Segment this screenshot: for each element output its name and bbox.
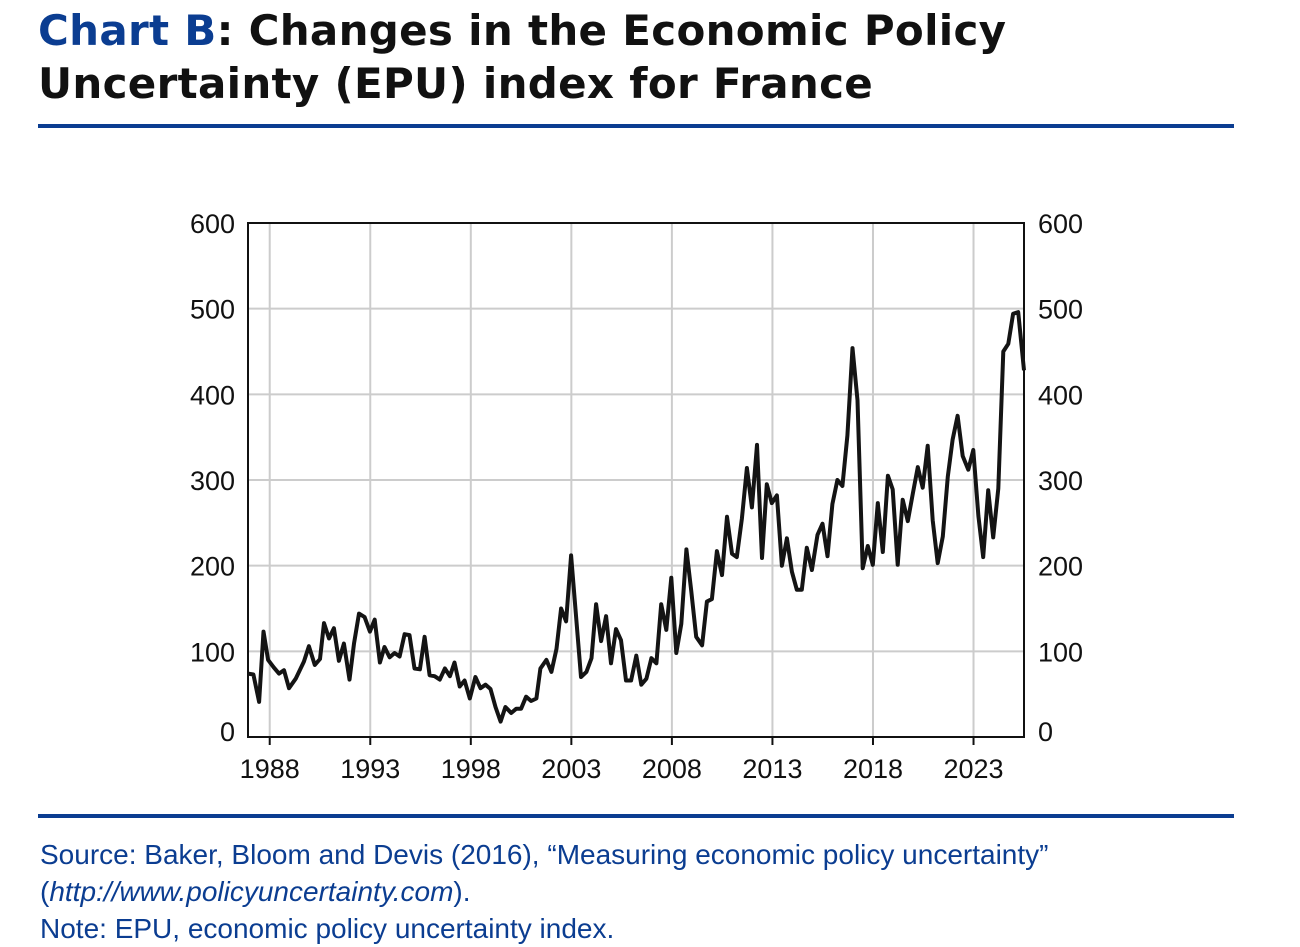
x-tick-label: 1993 — [340, 754, 400, 784]
y-tick-label-right: 200 — [1038, 552, 1083, 582]
paren-close: ). — [453, 876, 471, 907]
y-tick-label-right: 600 — [1038, 209, 1083, 239]
x-tick-label: 2013 — [742, 754, 802, 784]
y-tick-label-left: 500 — [190, 295, 235, 325]
y-tick-label-right: 500 — [1038, 295, 1083, 325]
note-line: Note: EPU, economic policy uncertainty i… — [40, 913, 615, 944]
y-tick-label-left: 400 — [190, 380, 235, 410]
source-line-1: Source: Baker, Bloom and Devis (2016), “… — [40, 839, 1049, 870]
y-tick-label-right: 100 — [1038, 637, 1083, 667]
chart-title: Chart B: Changes in the Economic Policy … — [38, 4, 1006, 110]
source-url[interactable]: http://www.policyuncertainty.com — [49, 876, 454, 907]
x-tick-label: 1988 — [240, 754, 300, 784]
top-divider — [38, 124, 1234, 128]
chart-title-text: : Changes in the Economic Policy — [216, 6, 1007, 55]
y-tick-label-left: 200 — [190, 552, 235, 582]
y-tick-label-right: 0 — [1038, 717, 1053, 747]
y-tick-label-left: 300 — [190, 466, 235, 496]
x-tick-label: 2003 — [541, 754, 601, 784]
bottom-divider — [38, 814, 1234, 818]
y-tick-label-left: 600 — [190, 209, 235, 239]
x-tick-label: 2018 — [843, 754, 903, 784]
y-tick-label-left: 100 — [190, 637, 235, 667]
plot-frame — [247, 222, 1025, 738]
paren-open: ( — [40, 876, 50, 907]
x-tick-label: 2023 — [943, 754, 1003, 784]
epu-series-line — [247, 310, 1026, 724]
y-tick-label-right: 400 — [1038, 380, 1083, 410]
x-tick-label: 1998 — [441, 754, 501, 784]
y-tick-label-left: 0 — [220, 717, 235, 747]
source-note: Source: Baker, Bloom and Devis (2016), “… — [40, 836, 1048, 947]
y-tick-label-right: 300 — [1038, 466, 1083, 496]
x-tick-label: 2008 — [642, 754, 702, 784]
chart-label: Chart B — [38, 6, 217, 55]
chart-title-line2: Uncertainty (EPU) index for France — [38, 59, 874, 108]
